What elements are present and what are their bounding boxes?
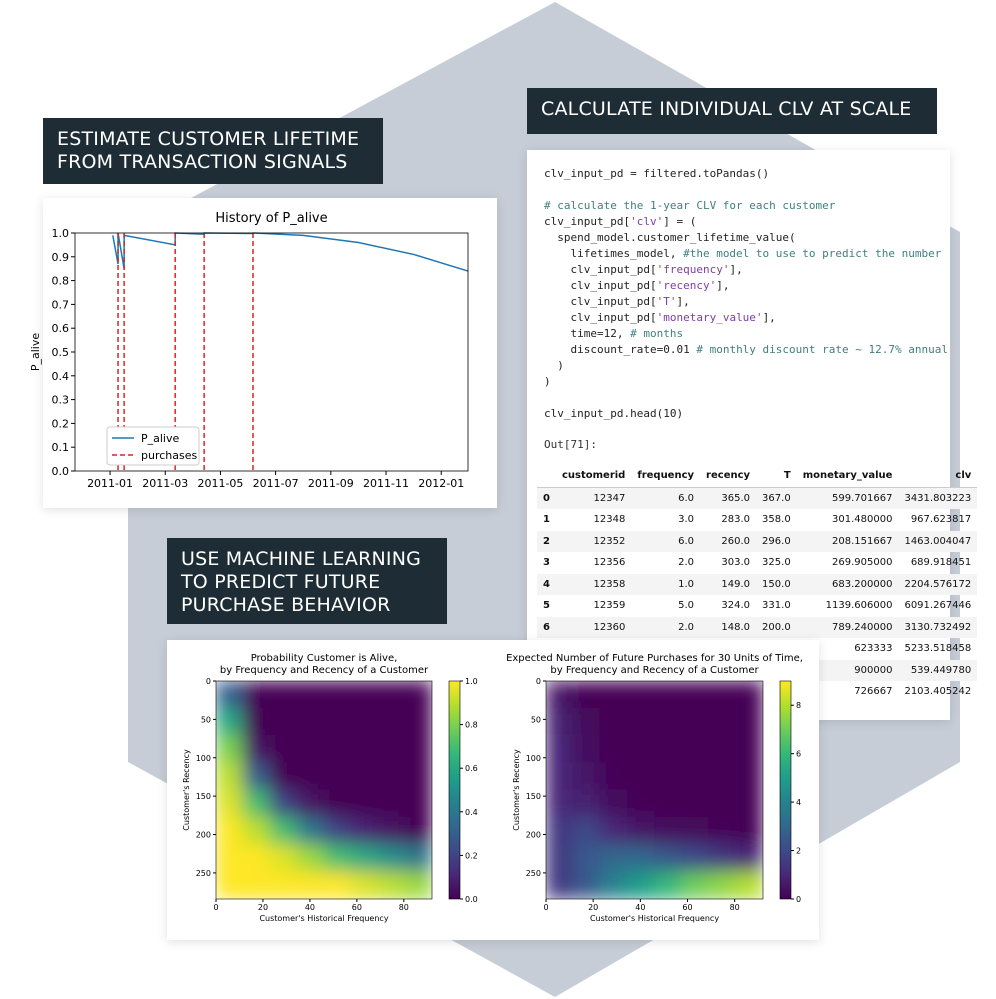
cell: 900000 bbox=[854, 664, 893, 676]
cell: 1139.606000 bbox=[825, 600, 893, 612]
code-line: discount_rate=0.01 # monthly discount ra… bbox=[544, 343, 948, 356]
cell: 6 bbox=[543, 621, 550, 633]
cell: 2103.405242 bbox=[904, 686, 972, 698]
cell: 200.0 bbox=[762, 621, 791, 633]
code-block: clv_input_pd = filtered.toPandas() bbox=[544, 166, 949, 182]
cell: 12360 bbox=[593, 621, 626, 633]
code-line: clv_input_pd = filtered.toPandas() bbox=[544, 167, 770, 180]
code-line: clv_input_pd['frequency'], bbox=[544, 263, 743, 276]
cell: 539.449780 bbox=[910, 664, 972, 676]
cell: 5233.518458 bbox=[904, 643, 972, 655]
cell: 149.0 bbox=[721, 578, 751, 590]
heading: USE MACHINE LEARNING TO PREDICT FUTURE P… bbox=[167, 538, 447, 624]
table-row: 623333 5233.518458 bbox=[537, 638, 977, 660]
code-line: # calculate the 1-year CLV for each cust… bbox=[544, 199, 836, 212]
code-line: ) bbox=[544, 359, 564, 372]
cell: 367.0 bbox=[762, 492, 791, 504]
cell: 148.0 bbox=[721, 621, 751, 633]
column-header: monetary_value bbox=[796, 465, 899, 488]
cell: 3 bbox=[543, 557, 550, 569]
code-line: clv_input_pd['recency'], bbox=[544, 279, 730, 292]
cell: 12348 bbox=[593, 514, 626, 526]
code-line: ) bbox=[544, 375, 551, 388]
cell: 331.0 bbox=[762, 600, 791, 612]
cell: 4 bbox=[543, 578, 550, 590]
cell: 3.0 bbox=[678, 514, 695, 526]
column-header: T bbox=[756, 465, 797, 488]
code-block: # calculate the 1-year CLV for each cust… bbox=[544, 198, 949, 390]
cell: 301.480000 bbox=[832, 514, 893, 526]
cell: 0 bbox=[543, 492, 550, 504]
cell: 296.0 bbox=[762, 535, 791, 547]
cell: 358.0 bbox=[762, 514, 791, 526]
column-header: frequency bbox=[631, 465, 701, 488]
column-header: clv bbox=[898, 465, 978, 488]
cell: 365.0 bbox=[721, 492, 751, 504]
code-line: clv_input_pd['T'], bbox=[544, 295, 690, 308]
heading: CALCULATE INDIVIDUAL CLV AT SCALE bbox=[527, 88, 937, 134]
heading: ESTIMATE CUSTOMER LIFETIME FROM TRANSACT… bbox=[43, 118, 383, 184]
cell: 303.0 bbox=[721, 557, 751, 569]
line-chart-panel bbox=[43, 198, 497, 508]
table-row: 6 12360 2.0 148.0 200.0 789.240000 3130.732492 bbox=[537, 616, 978, 638]
table-row: 5 12359 5.0 324.0 331.0 1139.606000 6091.26744… bbox=[537, 595, 977, 617]
cell: 789.240000 bbox=[832, 621, 893, 633]
code-line: clv_input_pd['clv'] = ( bbox=[544, 215, 697, 228]
cell: 260.0 bbox=[721, 535, 751, 547]
cell: 325.0 bbox=[762, 557, 791, 569]
cell: 12359 bbox=[593, 600, 626, 612]
cell: 12358 bbox=[593, 578, 626, 590]
cell: 12347 bbox=[593, 492, 626, 504]
output-label: Out[71]: bbox=[544, 438, 597, 451]
cell: 2204.576172 bbox=[904, 578, 972, 590]
cell: 6.0 bbox=[678, 492, 695, 504]
cell: 12352 bbox=[593, 535, 626, 547]
column-header: customerid bbox=[555, 465, 632, 488]
cell: 1 bbox=[543, 514, 550, 526]
code-line: time=12, # months bbox=[544, 327, 684, 340]
cell: 1.0 bbox=[678, 578, 695, 590]
table-row: 726667 2103.405242 bbox=[537, 681, 977, 703]
code-block: clv_input_pd.head(10) bbox=[544, 406, 949, 422]
heatmap-panel bbox=[167, 640, 819, 940]
code-line: clv_input_pd['monetary_value'], bbox=[544, 311, 776, 324]
cell: 12356 bbox=[593, 557, 626, 569]
cell: 2.0 bbox=[678, 557, 695, 569]
table-row: 4 12358 1.0 149.0 150.0 683.200000 2204.576172 bbox=[537, 573, 978, 595]
cell: 967.623817 bbox=[910, 514, 972, 526]
cell: 324.0 bbox=[721, 600, 751, 612]
table-row: 0 12347 6.0 365.0 367.0 599.701667 3431.803223 bbox=[537, 487, 978, 509]
code: clv_input_pd = filtered.toPandas() # calc… bbox=[544, 166, 949, 438]
code-line: lifetimes_model, #the model to use to pr… bbox=[544, 247, 942, 260]
cell: 2 bbox=[543, 535, 550, 547]
cell: 2.0 bbox=[678, 621, 695, 633]
code-line: spend_model.customer_lifetime_value( bbox=[544, 231, 796, 244]
table-row: 3 12356 2.0 303.0 325.0 269.905000 689.918451 bbox=[537, 552, 977, 574]
cell: 1463.004047 bbox=[904, 535, 972, 547]
cell: 5.0 bbox=[678, 600, 695, 612]
cell: 3431.803223 bbox=[904, 492, 972, 504]
cell: 3130.732492 bbox=[904, 621, 972, 633]
cell: 269.905000 bbox=[832, 557, 893, 569]
cell: 599.701667 bbox=[832, 492, 893, 504]
index-header bbox=[537, 465, 556, 488]
table-row: 2 12352 6.0 260.0 296.0 208.151667 1463.004047 bbox=[537, 530, 978, 552]
table-row: 1 12348 3.0 283.0 358.0 301.480000 967.623817 bbox=[537, 509, 977, 531]
cell: 283.0 bbox=[721, 514, 751, 526]
cell: 5 bbox=[543, 600, 550, 612]
cell: 683.200000 bbox=[832, 578, 893, 590]
cell: 6.0 bbox=[678, 535, 695, 547]
cell: 623333 bbox=[854, 643, 893, 655]
cell: 208.151667 bbox=[832, 535, 893, 547]
code-panel: clv_input_pd = filtered.toPandas() # calc… bbox=[527, 150, 978, 720]
cell: 689.918451 bbox=[910, 557, 972, 569]
column-header: recency bbox=[700, 465, 757, 488]
cell: 726667 bbox=[854, 686, 893, 698]
cell: 6091.267446 bbox=[904, 600, 972, 612]
code-line: clv_input_pd.head(10) bbox=[544, 407, 684, 420]
cell: 150.0 bbox=[762, 578, 791, 590]
